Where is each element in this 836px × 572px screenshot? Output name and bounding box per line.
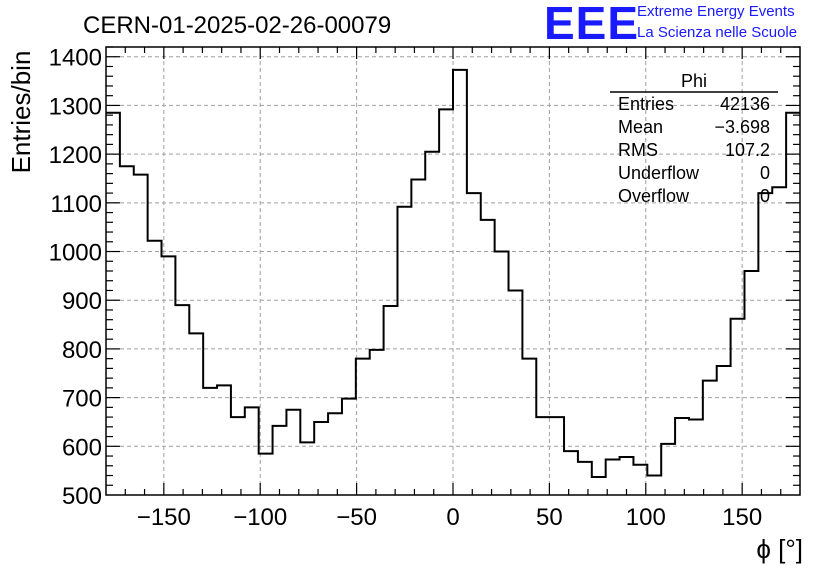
axis-ticks [106,46,800,495]
y-tick-label: 600 [62,434,102,461]
y-tick-label: 900 [62,288,102,315]
x-tick-labels: −150 −100 −50 0 50 100 150 [137,504,762,531]
y-axis-label: Entries/bin [6,51,36,174]
y-tick-label: 1200 [49,142,102,169]
logo-subtitle-1: Extreme Energy Events [637,3,795,20]
chart-title: CERN-01-2025-02-26-00079 [83,12,391,39]
stats-label: Mean [618,117,663,137]
stats-value: 42136 [720,94,770,114]
x-tick-label: 0 [446,504,459,531]
y-tick-labels: 500 600 700 800 900 1000 1100 1200 1300 1400 [49,45,102,510]
y-tick-label: 1400 [49,45,102,72]
x-tick-label: 100 [626,504,666,531]
x-tick-label: 150 [722,504,762,531]
x-axis-label: ϕ [°] [756,534,803,564]
grid-lines [106,47,800,495]
stats-label: Overflow [618,186,690,206]
stats-title: Phi [681,71,707,91]
stats-label: Underflow [618,163,700,183]
y-tick-label: 800 [62,337,102,364]
x-tick-label: 50 [536,504,563,531]
stats-value: 107.2 [725,140,770,160]
y-tick-label: 500 [62,483,102,510]
y-tick-label: 1000 [49,240,102,267]
stats-value: 0 [760,163,770,183]
stats-label: Entries [618,94,674,114]
logo-subtitle-2: La Scienza nelle Scuole [637,24,798,41]
y-tick-label: 1100 [50,191,102,218]
stats-rows: Entries 42136 Mean −3.698 RMS 107.2 Underflow 0… [618,94,770,206]
stats-value: 0 [760,186,770,206]
y-tick-label: 1300 [49,93,102,120]
x-tick-label: −100 [233,504,287,531]
stats-box: Phi Entries 42136 Mean −3.698 RMS 107.2 Underf… [610,71,778,206]
eee-logo: EEE [544,0,640,49]
x-tick-label: −150 [137,504,191,531]
stats-value: −3.698 [714,117,770,137]
x-tick-label: −50 [336,504,377,531]
histogram-line [106,68,800,478]
y-tick-label: 700 [62,386,102,413]
stats-label: RMS [618,140,658,160]
